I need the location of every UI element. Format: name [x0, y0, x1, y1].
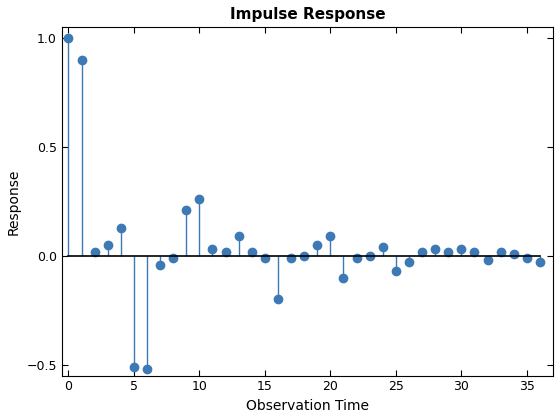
- Y-axis label: Response: Response: [7, 168, 21, 235]
- X-axis label: Observation Time: Observation Time: [246, 399, 369, 413]
- Title: Impulse Response: Impulse Response: [230, 7, 385, 22]
